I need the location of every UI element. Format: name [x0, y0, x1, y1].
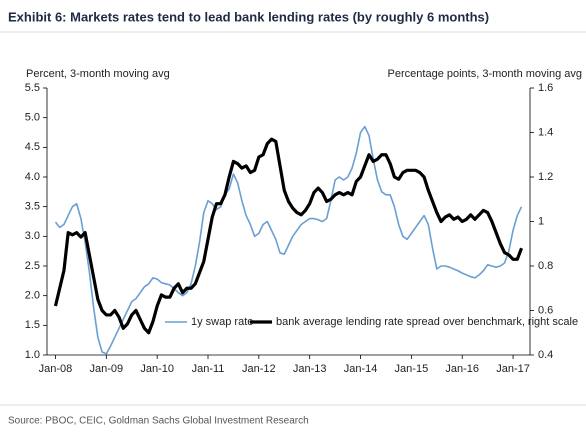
y2-tick-label: 0.6: [538, 304, 553, 316]
y-axis-label: Percent, 3-month moving avg: [26, 68, 170, 80]
x-tick-label: Jan-11: [192, 363, 225, 375]
source: Source: PBOC, CEIC, Goldman Sachs Global…: [8, 416, 309, 427]
y-tick-label: 4.0: [25, 171, 40, 183]
legend-label: 1y swap rate: [191, 316, 253, 328]
y-tick-label: 3.0: [25, 230, 40, 242]
x-tick-label: Jan-13: [293, 363, 327, 375]
y-tick-label: 1.0: [25, 349, 40, 361]
y-tick-label: 4.5: [25, 141, 40, 153]
y2-tick-label: 0.8: [538, 260, 553, 272]
y-tick-label: 2.0: [25, 290, 40, 302]
y2-tick-label: 1.4: [538, 126, 553, 138]
y2-tick-label: 1.6: [538, 82, 553, 94]
y-tick-label: 5.0: [25, 112, 40, 124]
legend-label: bank average lending rate spread over be…: [276, 316, 578, 328]
x-tick-label: Jan-15: [395, 363, 429, 375]
y2-tick-label: 0.4: [538, 349, 553, 361]
x-tick-label: Jan-09: [89, 363, 123, 375]
x-tick-label: Jan-16: [445, 363, 479, 375]
y2-tick-label: 1: [538, 215, 544, 227]
y2-axis-label: Percentage points, 3-month moving avg: [388, 68, 582, 80]
y-tick-label: 2.5: [25, 260, 40, 272]
x-tick-label: Jan-08: [39, 363, 73, 375]
y-tick-label: 3.5: [25, 201, 40, 213]
y-tick-label: 5.5: [25, 82, 40, 94]
series-line: [54, 125, 523, 355]
y-tick-label: 1.5: [25, 319, 40, 331]
series-line: [53, 137, 524, 335]
chart-title: Exhibit 6: Markets rates tend to lead ba…: [8, 9, 489, 24]
x-tick-label: Jan-12: [242, 363, 276, 375]
x-tick-label: Jan-17: [496, 363, 530, 375]
x-tick-label: Jan-10: [140, 363, 174, 375]
x-tick-label: Jan-14: [344, 363, 378, 375]
y2-tick-label: 1.2: [538, 171, 553, 183]
